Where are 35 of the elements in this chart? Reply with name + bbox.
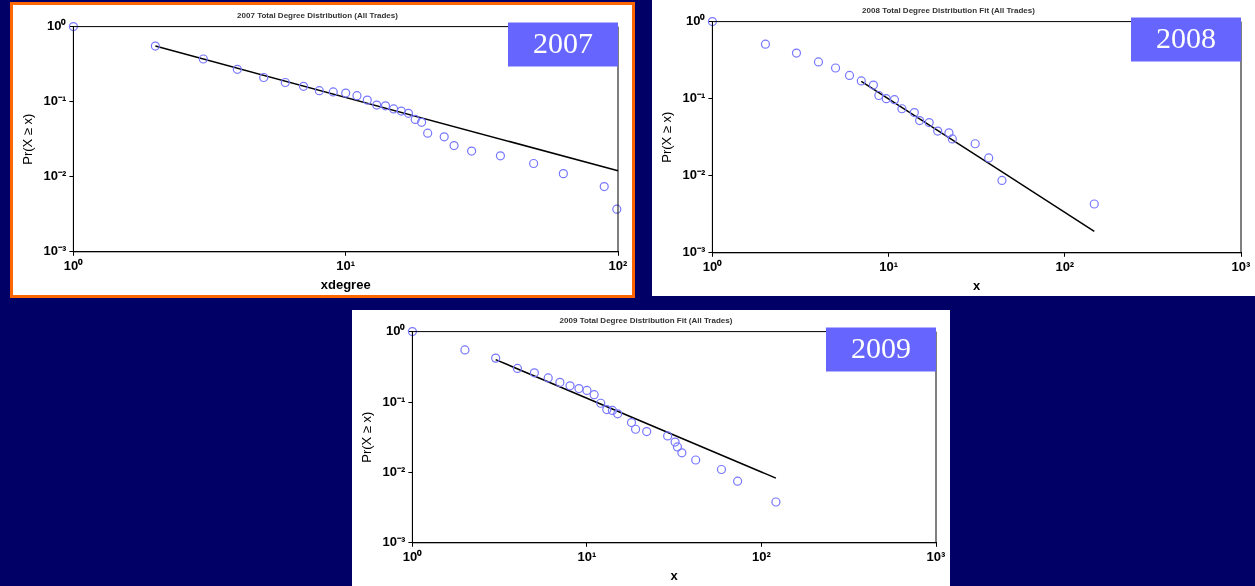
chart-title: 2009 Total Degree Distribution Fit (All Trades) xyxy=(559,316,733,325)
chart-title: 2008 Total Degree Distribution Fit (All Trades) xyxy=(862,6,1036,15)
x-tick-label: 10² xyxy=(752,549,772,565)
y-tick-label: 10⁻¹ xyxy=(382,393,406,409)
x-tick-label: 10¹ xyxy=(577,549,597,565)
x-tick-label: 10³ xyxy=(926,549,947,565)
y-tick-label: 10⁻³ xyxy=(382,534,407,550)
y-tick-label: 10⁻³ xyxy=(43,243,68,259)
annotation: 2007 xyxy=(533,26,593,60)
annotation: 2008 xyxy=(1156,21,1216,55)
y-axis-title: Pr(X ≥ x) xyxy=(359,411,375,463)
y-tick-label: 10⁻¹ xyxy=(682,90,706,106)
x-tick-label: 10² xyxy=(1055,259,1075,275)
annotation: 2009 xyxy=(851,331,911,365)
x-tick-label: 10² xyxy=(608,258,629,274)
y-tick-label: 10⁰ xyxy=(685,13,706,29)
y-tick-label: 10⁰ xyxy=(46,18,67,34)
x-tick-label: 10¹ xyxy=(336,258,356,274)
y-axis-title: Pr(X ≥ x) xyxy=(659,111,675,163)
y-tick-label: 10⁻² xyxy=(682,167,707,183)
x-tick-label: 10¹ xyxy=(879,259,898,275)
x-axis-title: x xyxy=(973,277,982,293)
y-tick-label: 10⁻² xyxy=(43,168,68,184)
x-tick-label: 10⁰ xyxy=(63,258,84,274)
y-tick-label: 10⁰ xyxy=(385,323,406,339)
x-tick-label: 10³ xyxy=(1231,259,1252,275)
x-axis-title: x xyxy=(670,567,679,583)
chart-title: 2007 Total Degree Distribution (All Trades) xyxy=(237,11,399,20)
x-tick-label: 10⁰ xyxy=(702,259,723,275)
y-tick-label: 10⁻¹ xyxy=(43,93,67,109)
x-tick-label: 10⁰ xyxy=(402,549,423,565)
y-tick-label: 10⁻³ xyxy=(682,244,707,260)
x-axis-title: xdegree xyxy=(320,276,371,292)
y-tick-label: 10⁻² xyxy=(382,463,407,479)
y-axis-title: Pr(X ≥ x) xyxy=(20,113,36,165)
